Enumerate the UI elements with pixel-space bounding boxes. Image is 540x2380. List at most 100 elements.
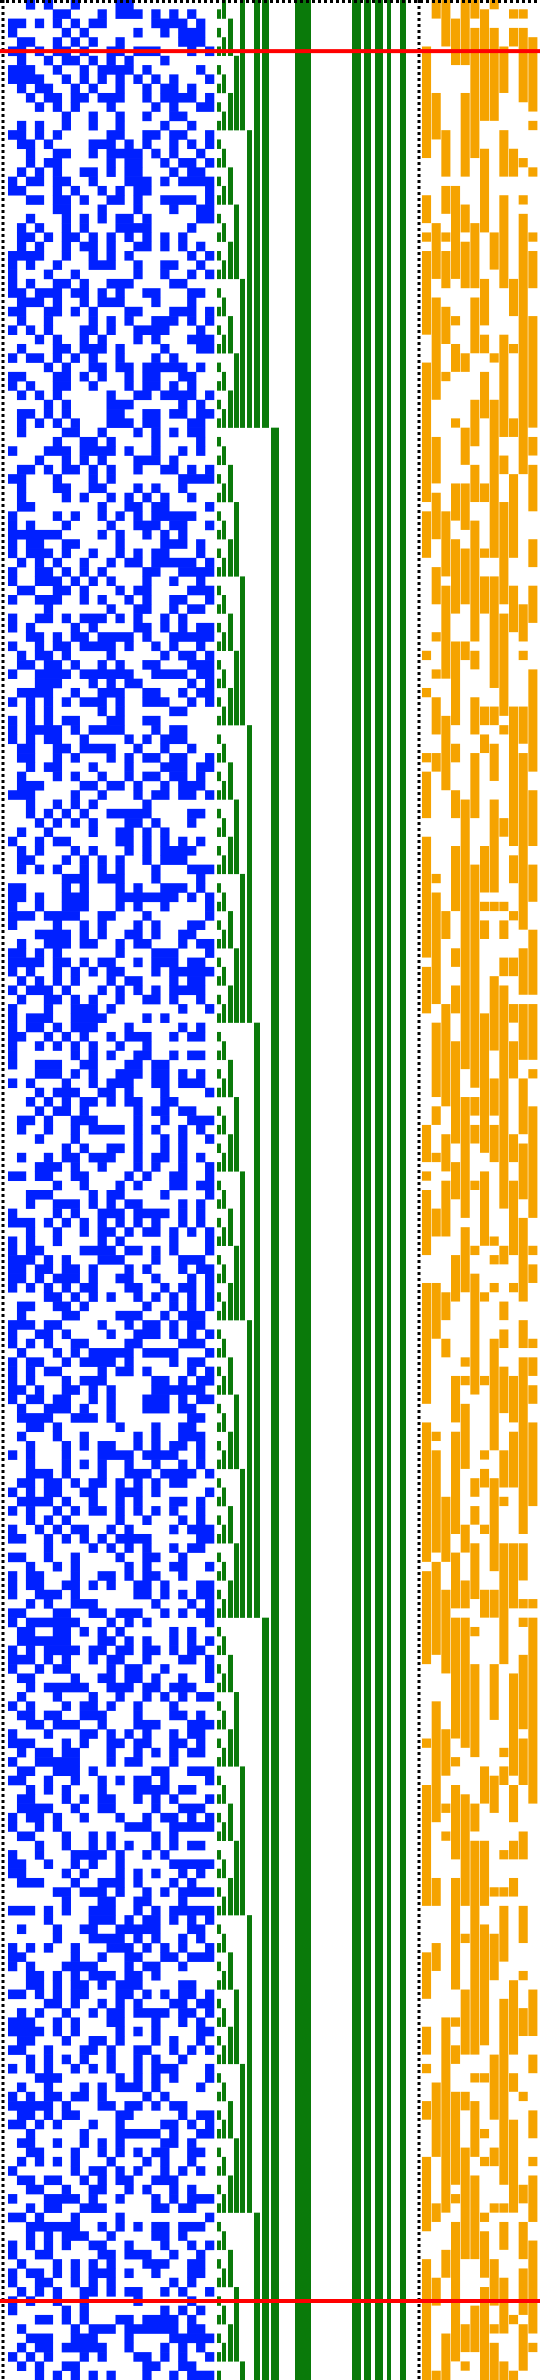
counter-bit-run — [217, 1236, 221, 1246]
random-bit-run — [25, 1097, 36, 1107]
random-bit-run — [43, 911, 80, 921]
random-bit-run — [52, 1924, 63, 1935]
random-bit-run — [133, 520, 161, 531]
random-bit-run — [79, 371, 89, 382]
counter-bit-run — [222, 1413, 226, 1432]
counter-bit-run — [228, 836, 233, 875]
random-bit-run — [124, 1338, 143, 1349]
random-bit-run — [16, 297, 45, 308]
random-bit-run — [205, 1636, 215, 1646]
counter-bit-run — [217, 790, 221, 800]
random-bit-run — [115, 343, 125, 354]
random-bit-run — [115, 362, 134, 373]
random-bit-run — [196, 762, 215, 772]
carry-bit-run — [470, 1840, 480, 2055]
random-bit-run — [142, 567, 161, 577]
carry-bit-run — [460, 2147, 470, 2260]
random-bit-run — [88, 1840, 98, 1851]
random-bit-run — [151, 1273, 161, 1284]
random-bit-run — [52, 1506, 63, 1516]
counter-bit-run — [217, 27, 221, 38]
random-bit-run — [115, 1626, 125, 1637]
random-bit-run — [8, 1236, 18, 1247]
carry-bit-run — [509, 1041, 519, 1079]
random-bit-run — [133, 464, 143, 475]
random-bit-run — [97, 65, 134, 75]
random-bit-run — [160, 343, 170, 354]
random-bit-run — [8, 1961, 18, 1972]
random-bit-run — [205, 1087, 215, 1098]
random-bit-run — [88, 1050, 98, 1061]
counter-bit-run — [222, 1301, 226, 1321]
random-bit-run — [43, 464, 54, 475]
random-bit-run — [169, 2101, 188, 2111]
random-bit-run — [97, 204, 107, 215]
random-bit-run — [124, 2342, 134, 2353]
random-bit-run — [25, 1357, 45, 1367]
random-bit-run — [124, 818, 143, 828]
random-bit-run — [205, 1664, 215, 1674]
random-bit-run — [8, 1868, 27, 1879]
random-bit-run — [151, 1245, 161, 1256]
random-bit-run — [115, 1273, 134, 1284]
random-bit-run — [133, 901, 143, 912]
random-bit-run — [115, 2082, 143, 2093]
random-bit-run — [8, 920, 18, 930]
random-bit-run — [133, 1785, 170, 1795]
random-bit-run — [97, 511, 107, 521]
random-bit-run — [52, 1626, 71, 1637]
random-bit-run — [124, 678, 143, 689]
random-bit-run — [178, 446, 188, 456]
carry-bit-run — [422, 1124, 432, 1163]
random-bit-run — [43, 1255, 54, 1265]
random-bit-run — [8, 74, 45, 84]
random-bit-run — [43, 1943, 54, 1953]
carry-bit-run — [518, 1738, 528, 1785]
random-bit-run — [205, 1329, 215, 1340]
random-bit-run — [187, 1747, 206, 1758]
random-bit-run — [115, 1478, 125, 1488]
random-bit-run — [25, 1506, 36, 1516]
random-bit-run — [115, 1217, 125, 1228]
carry-bit-run — [528, 251, 538, 289]
random-bit-run — [169, 985, 206, 996]
random-bit-run — [34, 2008, 45, 2018]
random-bit-run — [8, 18, 27, 29]
random-bit-run — [61, 1785, 71, 1795]
carry-bit-run — [460, 641, 470, 661]
random-bit-run — [70, 1115, 98, 1126]
carry-bit-run — [489, 1124, 499, 1163]
random-bit-run — [70, 2026, 80, 2037]
random-bit-run — [196, 1180, 215, 1191]
random-bit-run — [34, 1385, 45, 1395]
random-bit-run — [25, 1785, 36, 1795]
carry-bit-run — [460, 1794, 470, 1906]
random-bit-run — [8, 1320, 36, 1330]
random-bit-run — [124, 771, 134, 782]
random-bit-run — [178, 158, 197, 168]
random-bit-run — [133, 622, 152, 633]
random-bit-run — [70, 1980, 89, 1990]
random-bit-run — [88, 1041, 98, 1051]
random-bit-run — [43, 734, 63, 745]
random-bit-run — [124, 734, 134, 745]
random-bit-run — [88, 1478, 107, 1488]
random-bit-run — [97, 2175, 107, 2186]
carry-bit-run — [518, 604, 528, 642]
random-bit-run — [88, 1273, 98, 1284]
random-bit-run — [106, 976, 116, 986]
random-bit-run — [169, 409, 188, 419]
counter-bit-run — [222, 1822, 226, 1841]
random-bit-run — [142, 1729, 152, 1739]
counter-bit-run — [240, 576, 245, 726]
carry-bit-run — [499, 130, 509, 177]
random-bit-run — [70, 92, 89, 103]
counter-bit-run — [222, 1970, 226, 1990]
random-bit-run — [52, 1989, 63, 2000]
random-bit-run — [79, 1282, 98, 1293]
random-bit-run — [169, 725, 188, 735]
random-bit-run — [34, 669, 71, 679]
random-bit-run — [88, 381, 98, 391]
counter-bit-run — [234, 799, 239, 875]
random-bit-run — [115, 1850, 125, 1860]
